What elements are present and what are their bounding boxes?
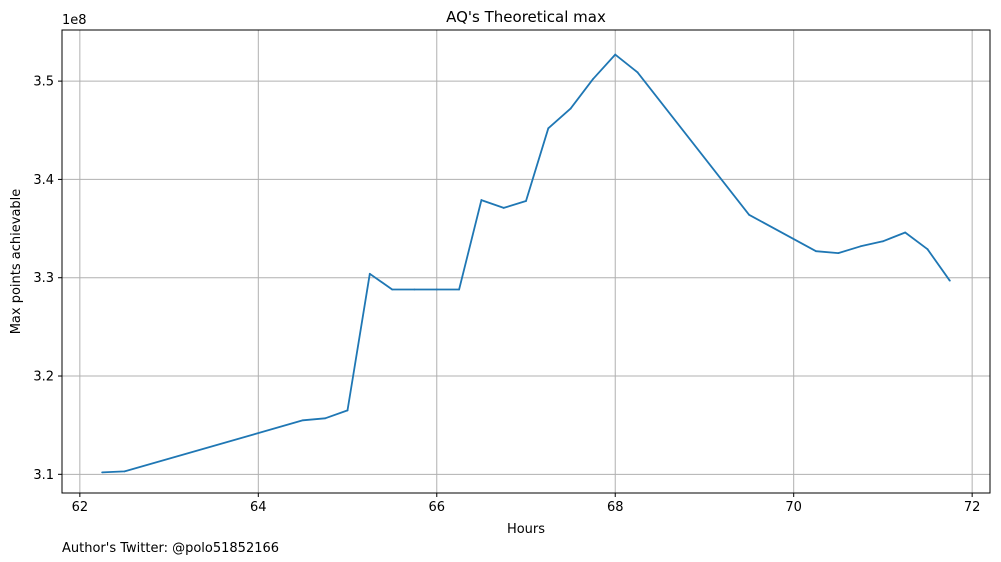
data-point [123,470,126,473]
data-point [926,248,929,251]
footnote-author-twitter: Author's Twitter: @polo51852166 [62,541,279,556]
data-point [435,288,438,291]
data-point [368,272,371,275]
x-tick-label: 66 [428,500,445,515]
data-point [480,199,483,201]
y-tick-label: 3.4 [33,173,54,188]
plot-frame [61,29,991,494]
data-point [815,250,817,253]
y-tick-label: 3.3 [33,271,54,286]
data-point [592,78,594,81]
x-tick-label: 72 [964,500,981,515]
data-point [882,240,884,243]
data-point [547,127,550,130]
data-point [614,53,617,56]
y-axis-label: Max points achievable [9,189,24,335]
data-point [101,471,104,474]
series-layer [101,53,951,474]
x-tick-label: 70 [785,500,802,515]
data-point [324,417,327,420]
y-tick-label: 3.2 [33,370,54,385]
grid [62,30,990,493]
data-point [525,200,527,202]
data-point [413,288,416,291]
data-point [948,279,951,282]
x-tick-label: 68 [607,500,624,515]
data-point [837,252,840,255]
x-tick-label: 62 [72,500,89,515]
data-point [569,107,572,110]
y-tick-label: 3.5 [33,75,54,90]
data-point [391,288,394,291]
data-point [748,213,750,216]
ticks: 62 64 66 68 70 72 3.1 3.2 3.3 3.4 3.5 [33,75,980,515]
data-point [904,231,907,234]
data-point [859,245,862,248]
x-tick-label: 64 [250,500,267,515]
data-point [302,419,304,422]
data-point [346,409,349,412]
y-axis-offset-text: 1e8 [62,13,87,28]
data-point [636,71,639,74]
x-axis-label: Hours [507,522,545,537]
y-tick-label: 3.1 [33,468,54,483]
series-line [102,53,951,474]
data-point [458,288,460,291]
chart-title: AQ's Theoretical max [446,8,606,26]
data-point [502,207,505,209]
